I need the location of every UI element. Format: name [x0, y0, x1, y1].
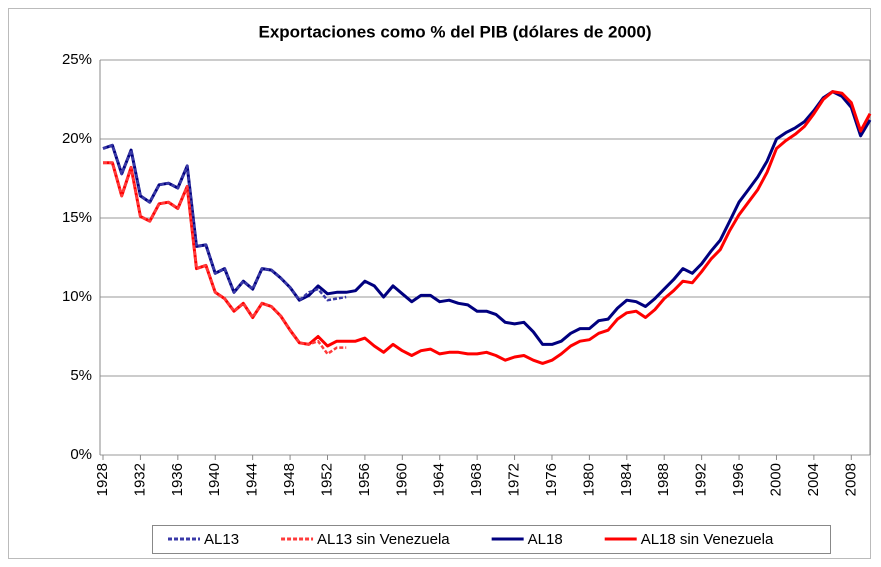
x-tick-label: 1944 [244, 463, 261, 496]
y-tick-label: 25% [62, 51, 92, 68]
x-tick-label: 1988 [655, 463, 672, 496]
x-tick-label: 1996 [730, 463, 747, 496]
chart-title: Exportaciones como % del PIB (dólares de… [258, 22, 651, 41]
chart-frame [8, 8, 871, 559]
legend-label: AL13 [204, 531, 239, 548]
x-tick-label: 2004 [805, 463, 822, 496]
x-tick-label: 1984 [618, 463, 635, 496]
x-tick-label: 1932 [131, 463, 148, 496]
y-tick-label: 20% [62, 130, 92, 147]
y-tick-label: 10% [62, 288, 92, 305]
x-tick-label: 1940 [206, 463, 223, 496]
series-line [102, 90, 872, 346]
x-tick-label: 1976 [543, 463, 560, 496]
x-tick-label: 2000 [767, 463, 784, 496]
x-tick-label: 1960 [393, 463, 410, 496]
y-tick-label: 15% [62, 209, 92, 226]
x-tick-label: 1964 [431, 463, 448, 496]
x-tick-label: 1956 [356, 463, 373, 496]
legend-label: AL13 sin Venezuela [317, 531, 450, 548]
x-tick-label: 1980 [580, 463, 597, 496]
x-tick-label: 2008 [842, 463, 859, 496]
legend-box [152, 525, 831, 554]
legend-label: AL18 [528, 531, 563, 548]
x-tick-label: 1952 [318, 463, 335, 496]
x-tick-label: 1948 [281, 463, 298, 496]
x-tick-label: 1992 [693, 463, 710, 496]
series-line [103, 161, 347, 356]
x-tick-label: 1936 [169, 463, 186, 496]
y-tick-label: 0% [70, 446, 92, 463]
y-tick-label: 5% [70, 367, 92, 384]
legend-label: AL18 sin Venezuela [641, 531, 774, 548]
x-tick-label: 1972 [506, 463, 523, 496]
x-tick-label: 1968 [468, 463, 485, 496]
series-line [102, 144, 347, 302]
x-tick-label: 1928 [94, 463, 111, 496]
series-line [103, 90, 872, 365]
